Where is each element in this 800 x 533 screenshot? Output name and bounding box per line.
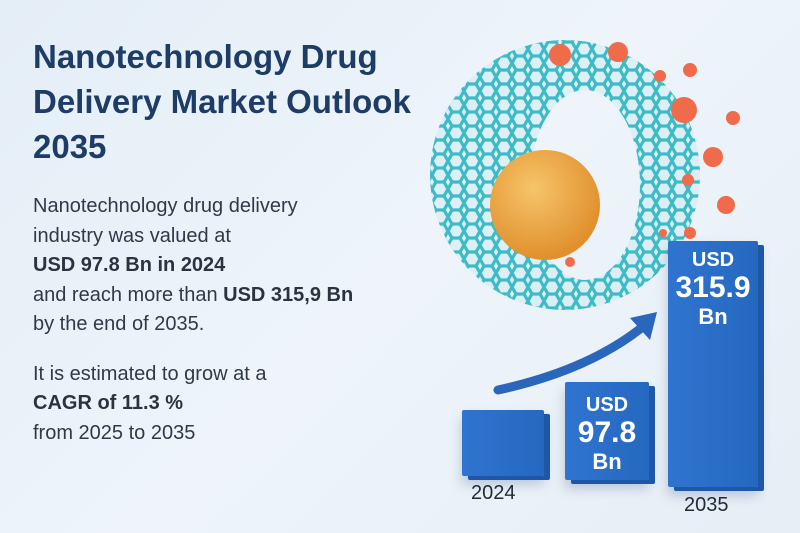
year-label-2024: 2024 — [471, 482, 516, 504]
bar-unit: Bn — [592, 449, 622, 474]
cagr-line: from 2025 to 2035 — [33, 421, 196, 444]
summary-line: industry was valued at — [33, 224, 231, 247]
nanoparticle-dots — [549, 42, 740, 267]
summary-line: by the end of 2035. — [33, 313, 205, 335]
bar-value: 97.8 — [577, 416, 637, 449]
summary-line: Nanotechnology drug delivery — [33, 195, 298, 217]
page-title: Nanotechnology Drug Delivery Market Outl… — [33, 38, 411, 165]
bar-2024 — [462, 410, 544, 476]
value-2035-text: USD 315,9 Bn — [223, 283, 354, 306]
bar-currency: USD — [691, 249, 735, 271]
bar-currency: USD — [585, 394, 629, 416]
value-2024-text: USD 97.8 Bn in 2024 — [33, 254, 226, 276]
year-label-2035: 2035 — [684, 494, 729, 516]
growth-arrow-icon — [493, 320, 650, 395]
cagr-line: It is estimated to grow at a — [33, 362, 267, 385]
bar-2025: USD 97.8 Bn — [565, 382, 649, 480]
bar-value: 315.9 — [675, 271, 751, 304]
bar-unit: Bn — [698, 304, 728, 329]
cagr-value: CAGR of 11.3 % — [33, 392, 184, 414]
summary-text: Nanotechnology drug delivery industry wa… — [33, 192, 353, 468]
summary-line: and reach more than — [33, 283, 224, 306]
drug-sphere — [490, 150, 600, 260]
bar-2035: USD 315.9 Bn — [668, 241, 758, 487]
